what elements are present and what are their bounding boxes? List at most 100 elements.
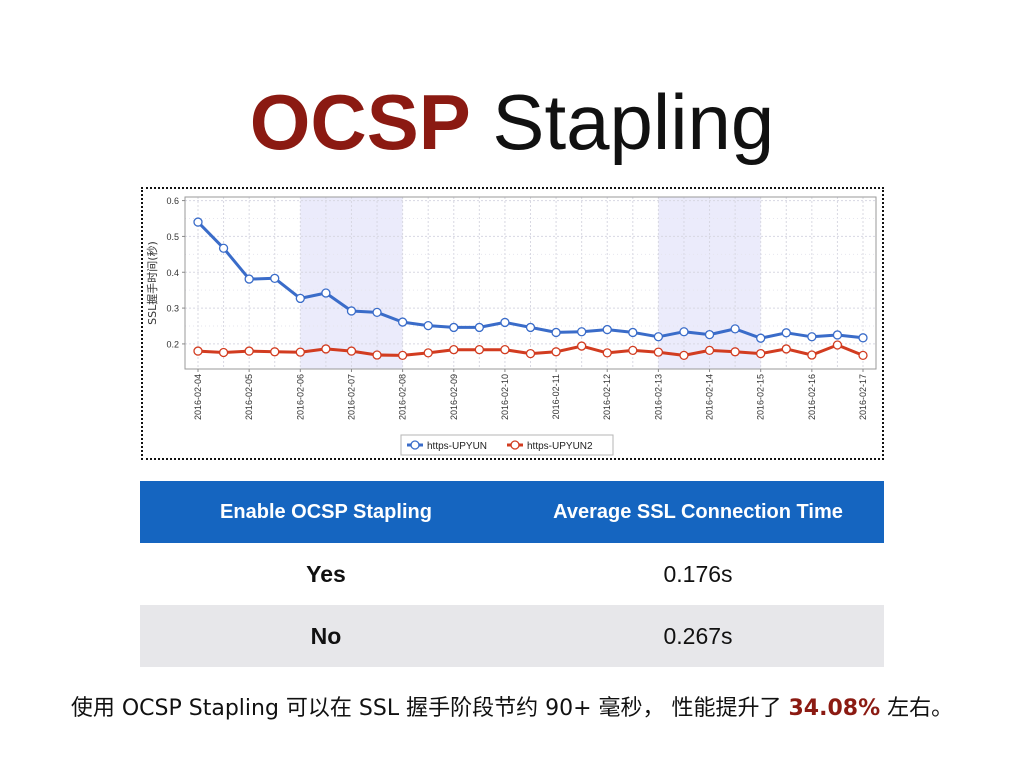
y-axis-label: SSL握手时间(秒): [145, 241, 159, 325]
data-point: [551, 327, 561, 338]
data-point: [321, 344, 331, 354]
x-tick-label: 2016-02-07: [346, 374, 356, 420]
slide-title: OCSP Stapling: [0, 72, 1024, 172]
y-tick-label: 0.6: [166, 196, 179, 206]
data-point: [270, 273, 280, 283]
row-label-no: No: [310, 622, 342, 649]
data-point: [858, 333, 868, 343]
header-enable-ocsp: Enable OCSP Stapling: [220, 500, 432, 523]
data-point: [270, 347, 280, 357]
x-tick-label: 2016-02-14: [705, 374, 715, 420]
row-label-yes: Yes: [306, 560, 346, 587]
x-tick-label: 2016-02-16: [807, 374, 817, 420]
summary-post: 左右。: [880, 696, 954, 721]
data-point: [730, 324, 740, 334]
data-point: [653, 347, 664, 357]
data-point: [500, 317, 510, 328]
data-point: [449, 344, 459, 355]
data-point: [321, 288, 331, 298]
data-point: [372, 307, 382, 318]
data-point: [704, 345, 715, 356]
data-point: [577, 341, 587, 351]
data-point: [832, 330, 843, 340]
x-tick-label: 2016-02-11: [551, 374, 561, 419]
y-tick-label: 0.2: [166, 339, 179, 349]
row-value-no: 0.267s: [663, 622, 733, 649]
data-point: [756, 348, 766, 359]
x-tick-label: 2016-02-05: [244, 374, 254, 420]
y-tick-label: 0.3: [166, 304, 179, 314]
x-tick-label: 2016-02-09: [449, 374, 459, 420]
data-point: [525, 348, 536, 359]
data-point: [295, 293, 305, 304]
plot-border: [184, 196, 877, 370]
header-average-time: Average SSL Connection Time: [553, 500, 843, 523]
x-tick-label: 2016-02-15: [756, 374, 766, 420]
legend-swatch-marker: [410, 440, 420, 450]
data-point: [807, 332, 817, 342]
y-tick-label: 0.4: [166, 268, 179, 278]
data-point: [218, 347, 229, 358]
table-header: Enable OCSP Stapling Average SSL Connect…: [140, 481, 884, 543]
data-point: [525, 322, 536, 333]
data-point: [474, 344, 484, 355]
data-point: [807, 350, 817, 360]
x-tick-label: 2016-02-17: [858, 374, 868, 420]
x-tick-label: 2016-02-06: [295, 374, 305, 420]
chart-frame: 0.2 0.3 0.4 0.5 0.6 SSL握手时间(秒) 2016-02-04 2016-…: [141, 187, 884, 460]
data-point: [628, 345, 638, 356]
data-point: [781, 344, 791, 354]
legend-swatch-marker: [510, 440, 520, 450]
data-point: [193, 346, 203, 356]
data-point: [423, 320, 433, 331]
legend-label: https-UPYUN: [427, 441, 487, 452]
data-point: [781, 328, 791, 338]
data-point: [295, 347, 305, 357]
x-tick-label: 2016-02-12: [602, 374, 612, 420]
row-value-yes: 0.176s: [663, 560, 733, 587]
table-row: Yes 0.176s: [140, 543, 884, 605]
data-point: [244, 274, 254, 284]
series-https-UPYUN: [193, 217, 868, 343]
title-stapling: Stapling: [492, 78, 775, 166]
summary-highlight: 34.08%: [788, 696, 881, 721]
data-point: [423, 348, 433, 358]
data-point: [628, 327, 638, 338]
x-tick-label: 2016-02-13: [653, 374, 663, 420]
series-https-UPYUN2: [193, 340, 868, 361]
data-point: [244, 346, 254, 356]
x-tick-label: 2016-02-04: [193, 374, 203, 420]
data-point: [679, 327, 689, 337]
data-point: [372, 350, 382, 360]
summary-pre: 使用 OCSP Stapling 可以在 SSL 握手阶段节约 90+ 毫秒， …: [70, 696, 789, 721]
data-point: [449, 322, 459, 333]
data-point: [500, 344, 510, 355]
x-tick-label: 2016-02-08: [398, 374, 408, 420]
data-point: [602, 324, 612, 335]
data-point: [218, 243, 229, 253]
data-point: [193, 217, 203, 227]
table-row: No 0.267s: [140, 605, 884, 667]
y-tick-label: 0.5: [166, 232, 179, 242]
data-point: [653, 332, 664, 342]
data-point: [679, 350, 689, 361]
data-point: [756, 333, 766, 343]
data-point: [346, 306, 357, 316]
title-ocsp: OCSP: [249, 78, 471, 166]
data-point: [704, 329, 715, 340]
x-tick-label: 2016-02-10: [500, 374, 510, 420]
data-point: [602, 348, 612, 358]
data-point: [346, 346, 357, 356]
data-point: [730, 347, 740, 357]
data-point: [397, 317, 408, 327]
data-point: [397, 350, 408, 361]
data-point: [551, 347, 561, 357]
data-point: [474, 322, 484, 333]
summary-text: 使用 OCSP Stapling 可以在 SSL 握手阶段节约 90+ 毫秒， …: [0, 690, 1024, 722]
data-point: [832, 340, 843, 350]
comparison-table: Enable OCSP Stapling Average SSL Connect…: [140, 481, 884, 667]
legend-label: https-UPYUN2: [527, 441, 593, 452]
data-point: [858, 350, 868, 361]
data-point: [577, 327, 587, 337]
ssl-handshake-chart: 0.2 0.3 0.4 0.5 0.6 SSL握手时间(秒) 2016-02-04 2016-…: [145, 196, 877, 456]
